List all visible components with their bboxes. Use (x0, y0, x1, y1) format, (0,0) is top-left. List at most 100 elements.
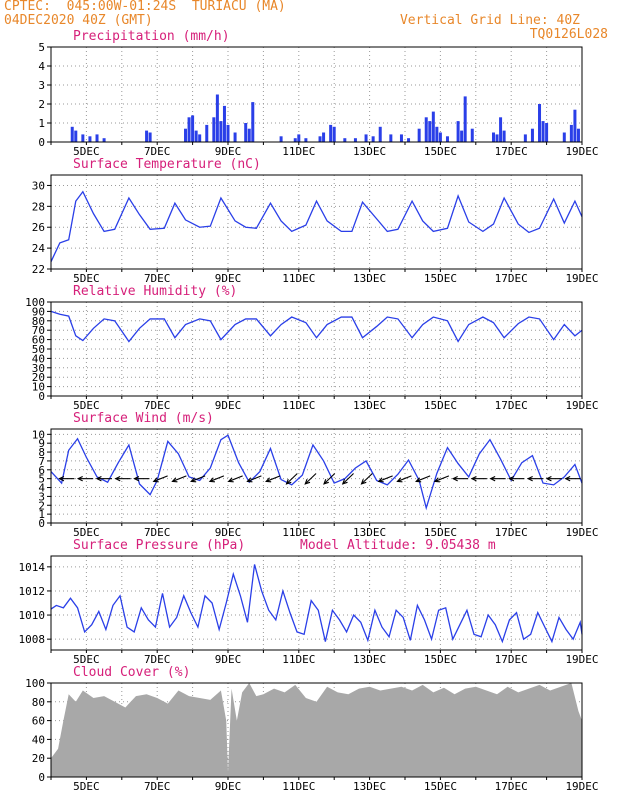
precip-bar (460, 130, 464, 142)
wind-arrow (378, 475, 393, 482)
wind-arrow (265, 475, 281, 482)
y-tick-label: 40 (32, 733, 45, 746)
precip-bar (389, 134, 393, 142)
series-line (50, 564, 583, 644)
y-tick-label: 100 (25, 677, 45, 690)
wind-arrow-head (58, 475, 65, 482)
wind-arrow-head (341, 478, 348, 485)
x-tick-label: 17DEC (495, 272, 528, 285)
y-tick-label: 10 (32, 428, 45, 441)
x-tick-label: 5DEC (73, 653, 100, 666)
header-date: 04DEC2020 40Z (GMT) (4, 13, 153, 28)
wind-arrow (172, 475, 187, 482)
x-tick-label: 9DEC (215, 399, 242, 412)
precip-bar (502, 130, 506, 142)
wind-arrow-head (95, 475, 102, 482)
wind-arrow-head (433, 477, 440, 483)
precip-bar (102, 138, 106, 142)
precip-bar (492, 132, 495, 142)
x-tick-label: 15DEC (424, 780, 457, 793)
wind-arrow-head (208, 477, 215, 483)
wind-arrow-head (152, 477, 159, 483)
y-tick-label: 4 (38, 482, 45, 495)
x-tick-label: 5DEC (73, 526, 100, 539)
x-tick-label: 9DEC (215, 145, 242, 158)
precip-bar (244, 123, 248, 142)
wind-arrow-head (564, 475, 571, 482)
precip-bar (399, 134, 403, 142)
y-tick-label: 50 (32, 343, 45, 356)
precip-bar (438, 132, 442, 142)
x-tick-label: 15DEC (424, 272, 457, 285)
x-tick-label: 13DEC (353, 653, 386, 666)
precip-bar (569, 124, 573, 142)
x-tick-label: 19DEC (565, 145, 598, 158)
y-tick-label: 3 (38, 490, 45, 503)
precip-bar (81, 134, 85, 142)
precip-bar (205, 124, 209, 142)
precip-bar (576, 128, 580, 142)
precip-bar (573, 109, 577, 142)
precip-bar (456, 121, 460, 142)
x-tick-label: 11DEC (282, 526, 315, 539)
precip-bar (545, 123, 549, 142)
y-tick-label: 1012 (19, 585, 46, 598)
header-grid-note: Vertical Grid Line: 40Z (399, 13, 580, 28)
precip-bar (297, 134, 301, 142)
precip-bar (95, 134, 99, 142)
panel-frame (50, 301, 583, 397)
y-tick-label: 7 (38, 455, 45, 468)
wind-arrow (434, 475, 450, 482)
x-tick-label: 17DEC (495, 526, 528, 539)
wind-arrow (209, 475, 225, 482)
precip-bar (198, 134, 202, 142)
x-tick-label: 19DEC (565, 272, 598, 285)
x-tick-label: 5DEC (73, 145, 100, 158)
precip-bar (148, 132, 152, 142)
precip-bar (247, 128, 251, 142)
y-tick-label: 6 (38, 464, 45, 477)
y-tick-label: 20 (32, 752, 45, 765)
precip-bar (417, 128, 421, 142)
y-tick-label: 0 (38, 771, 45, 784)
precip-bar (184, 128, 188, 142)
y-tick-label: 8 (38, 446, 45, 459)
x-tick-label: 9DEC (215, 653, 242, 666)
y-tick-label: 0 (38, 390, 45, 403)
wind-arrow (153, 475, 168, 482)
y-tick-label: 9 (38, 437, 45, 450)
x-tick-label: 17DEC (495, 145, 528, 158)
y-tick-label: 30 (32, 179, 45, 192)
wind-arrow (228, 475, 243, 482)
precip-bar (407, 138, 411, 142)
precip-bar (424, 117, 428, 142)
wind-arrow (323, 473, 336, 485)
precip-bar (470, 128, 474, 142)
wind-arrow (247, 475, 262, 482)
precip-bar (445, 136, 449, 142)
wind-arrow (361, 473, 373, 485)
y-tick-label: 1014 (19, 561, 46, 574)
y-tick-label: 100 (25, 296, 45, 309)
wind-arrow-head (526, 475, 533, 482)
wind-arrow-head (360, 478, 367, 485)
x-tick-label: 13DEC (353, 145, 386, 158)
precip-bar (428, 121, 432, 142)
wind-title: Surface Wind (m/s) (73, 411, 214, 426)
wind-arrow-head (190, 477, 197, 483)
y-tick-label: 90 (32, 305, 45, 318)
temp-title: Surface Temperature (nC) (73, 157, 261, 172)
precip-bar (541, 121, 545, 142)
y-tick-label: 4 (38, 60, 45, 73)
wind-arrow-head (508, 475, 515, 482)
x-tick-label: 19DEC (565, 399, 598, 412)
precip-bar (293, 138, 297, 142)
cloud-title: Cloud Cover (%) (73, 665, 191, 680)
x-tick-label: 7DEC (144, 145, 171, 158)
x-tick-label: 11DEC (282, 780, 315, 793)
precip-bar (353, 138, 357, 142)
x-tick-label: 15DEC (424, 145, 457, 158)
precip-bar (364, 134, 368, 142)
x-tick-label: 19DEC (565, 653, 598, 666)
precip-bar (435, 126, 439, 142)
